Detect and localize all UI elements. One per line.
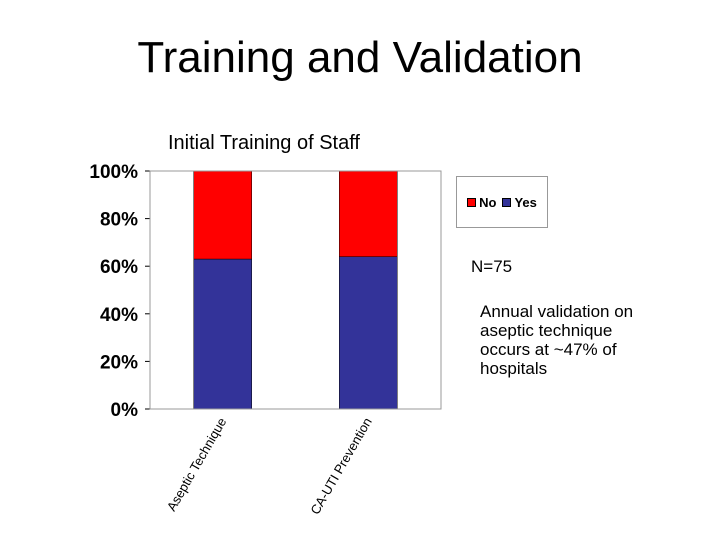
annual-validation-note: Annual validation on aseptic technique o… [480, 302, 634, 378]
sample-size-note: N=75 [471, 257, 513, 276]
legend-swatch-yes [502, 197, 512, 207]
bar-no-1 [193, 170, 252, 260]
plot-area-border [149, 170, 442, 410]
bar-yes-2 [339, 256, 398, 410]
chart-title: Initial Training of Staff [168, 132, 360, 154]
x-category-label: CA-UTI Prevention [307, 415, 375, 517]
y-tick-label: 60% [100, 257, 138, 278]
legend-label-yes: Yes [514, 194, 537, 210]
legend-label-no: No [479, 194, 497, 210]
legend-item-no: No [467, 195, 496, 210]
y-tick-label: 100% [89, 162, 138, 183]
legend-item-yes: Yes [502, 194, 537, 210]
bar-no-2 [339, 170, 398, 257]
bar-yes-1 [193, 258, 252, 410]
y-tick-label: 80% [100, 210, 138, 231]
y-tick-label: 0% [111, 400, 139, 421]
y-tick-label: 20% [100, 352, 138, 373]
legend-swatch-no [467, 197, 477, 207]
chart-legend: No Yes [456, 176, 548, 228]
y-tick-label: 40% [100, 305, 138, 326]
x-category-label: Aseptic Technique [164, 415, 230, 514]
slide-title: Training and Validation [137, 33, 583, 82]
